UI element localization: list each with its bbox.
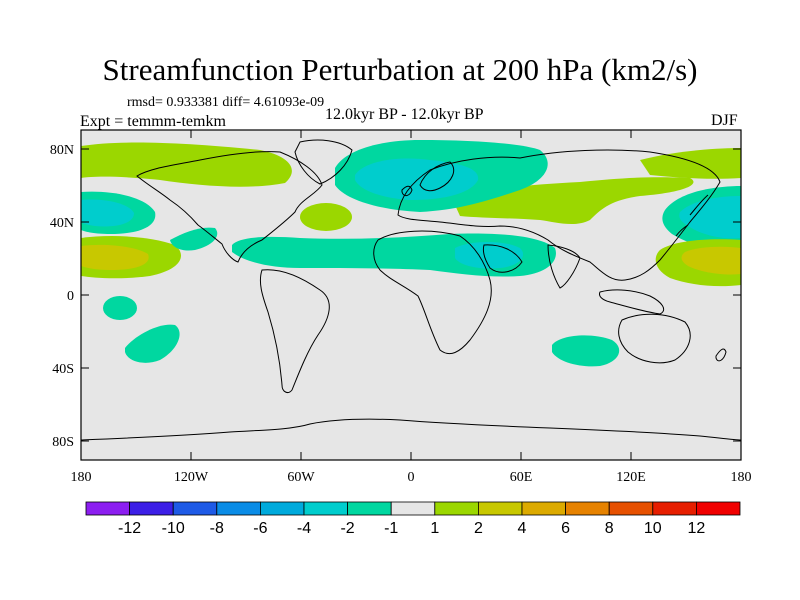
season-label: DJF <box>711 112 738 129</box>
colorbar-box <box>477 501 523 516</box>
experiment-label: Expt = temmm-temkm <box>80 113 226 130</box>
lon-label-60w: 60W <box>287 470 315 485</box>
contour-south-pacific-negative <box>125 324 180 363</box>
colorbar-box <box>521 501 566 516</box>
lat-label-80s: 80S <box>52 435 74 450</box>
coastline-africa <box>373 230 492 355</box>
colorbar <box>85 501 741 516</box>
colorbar-label: -6 <box>253 520 267 537</box>
coastline-india <box>547 244 581 289</box>
lon-label-0: 0 <box>408 470 415 485</box>
coastline-south-america <box>259 269 330 393</box>
contour-north-atlantic-positive <box>300 203 352 231</box>
contour-south-indian-negative <box>552 335 620 367</box>
coastline-eurasia <box>397 149 721 281</box>
stats-line: rmsd= 0.933381 diff= 4.61093e-09 <box>127 95 325 110</box>
colorbar-label: -10 <box>162 520 185 537</box>
contour-tropical-pacific-negative <box>103 296 137 320</box>
colorbar-box <box>259 501 305 516</box>
lon-label-120e: 120E <box>616 470 646 485</box>
colorbar-box <box>303 501 348 516</box>
lat-label-40s: 40S <box>52 362 74 377</box>
coastline-australia <box>618 313 691 364</box>
colorbar-label: 1 <box>430 520 439 537</box>
coastline-north-america <box>136 151 323 263</box>
lon-label-60e: 60E <box>510 470 533 485</box>
coastline-japan <box>675 194 709 237</box>
contour-east-pacific-negative-core <box>81 199 134 227</box>
colorbar-box <box>652 501 697 516</box>
colorbar-labels: -12 -10 -8 -6 -4 -2 -1 1 2 4 6 8 10 12 <box>118 520 705 537</box>
axis-ticks <box>80 130 742 460</box>
colorbar-label: 8 <box>605 520 614 537</box>
lon-label-180e: 180 <box>731 470 752 485</box>
colorbar-box <box>129 501 174 516</box>
colorbar-box <box>216 501 261 516</box>
contour-subtropical-negative-west <box>170 227 218 251</box>
colorbar-box <box>434 501 479 516</box>
lat-label-40n: 40N <box>50 216 74 231</box>
colorbar-label: -1 <box>384 520 398 537</box>
coastline-greenland <box>294 139 353 185</box>
colorbar-label: 6 <box>561 520 570 537</box>
contour-west-pacific-negative-core <box>679 196 741 239</box>
colorbar-label: 4 <box>518 520 527 537</box>
colorbar-box <box>565 501 610 516</box>
colorbar-box <box>696 501 741 516</box>
contour-arctic-east-positive <box>640 148 741 179</box>
colorbar-box <box>390 501 436 516</box>
contour-arctic-negative-core <box>355 158 479 200</box>
contour-west-pacific-positive-core <box>681 246 741 275</box>
lon-label-180w: 180 <box>71 470 92 485</box>
colorbar-box <box>172 501 218 516</box>
lat-label-0: 0 <box>67 289 74 304</box>
colorbar-box <box>85 501 130 516</box>
colorbar-box <box>608 501 654 516</box>
coastline-new-zealand <box>715 348 727 362</box>
contour-middle-east-core <box>455 242 524 269</box>
coastline-antarctica <box>81 418 741 441</box>
colorbar-label: -12 <box>118 520 141 537</box>
coastline-maritime-continent <box>599 289 665 315</box>
lat-label-80n: 80N <box>50 143 74 158</box>
period-label: 12.0kyr BP - 12.0kyr BP <box>325 106 484 123</box>
colorbar-label: 10 <box>644 520 662 537</box>
colorbar-label: -2 <box>340 520 354 537</box>
colorbar-box <box>347 501 392 516</box>
lon-label-120w: 120W <box>174 470 209 485</box>
colorbar-label: -8 <box>210 520 224 537</box>
colorbar-label: 2 <box>474 520 483 537</box>
colorbar-label: -4 <box>297 520 311 537</box>
contour-east-pacific-positive-core <box>81 244 149 270</box>
colorbar-label: 12 <box>688 520 706 537</box>
coastline-scandinavia <box>419 161 455 192</box>
coastline-britain <box>401 185 413 197</box>
coastline-layer <box>81 139 741 441</box>
chart-title: Streamfunction Perturbation at 200 hPa (… <box>102 52 698 87</box>
coastline-arabia <box>482 244 523 273</box>
